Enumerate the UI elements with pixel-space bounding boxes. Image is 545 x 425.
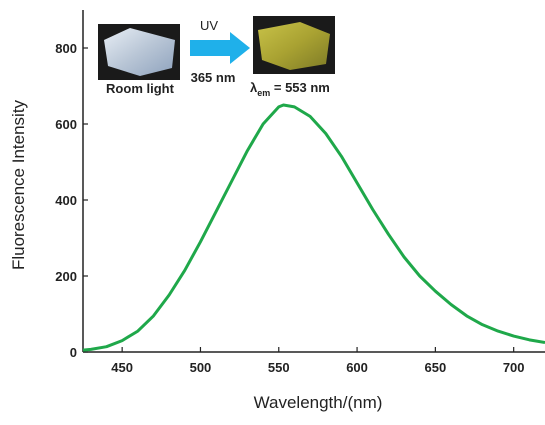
annotation: Room light (106, 81, 175, 96)
crystal (258, 22, 330, 70)
annotation: em (257, 88, 270, 98)
arrow (190, 32, 250, 64)
crystal (104, 28, 175, 76)
x-axis-label: Wavelength/(nm) (254, 393, 383, 412)
annotation: 365 nm (191, 70, 236, 85)
annotation: λ (250, 80, 258, 95)
y-tick-label: 800 (55, 41, 77, 56)
annotation: λem = 553 nm (250, 80, 330, 98)
x-tick-label: 550 (268, 360, 290, 375)
x-tick-label: 500 (190, 360, 212, 375)
y-axis-label: Fluorescence Intensity (9, 99, 28, 270)
y-tick-label: 200 (55, 269, 77, 284)
annotation: = 553 nm (270, 80, 330, 95)
x-tick-label: 600 (346, 360, 368, 375)
y-tick-label: 600 (55, 117, 77, 132)
y-tick-label: 0 (70, 345, 77, 360)
x-tick-label: 700 (503, 360, 525, 375)
y-tick-label: 400 (55, 193, 77, 208)
x-tick-label: 650 (425, 360, 447, 375)
line (82, 103, 545, 352)
x-tick-label: 450 (111, 360, 133, 375)
annotation: UV (200, 18, 218, 33)
